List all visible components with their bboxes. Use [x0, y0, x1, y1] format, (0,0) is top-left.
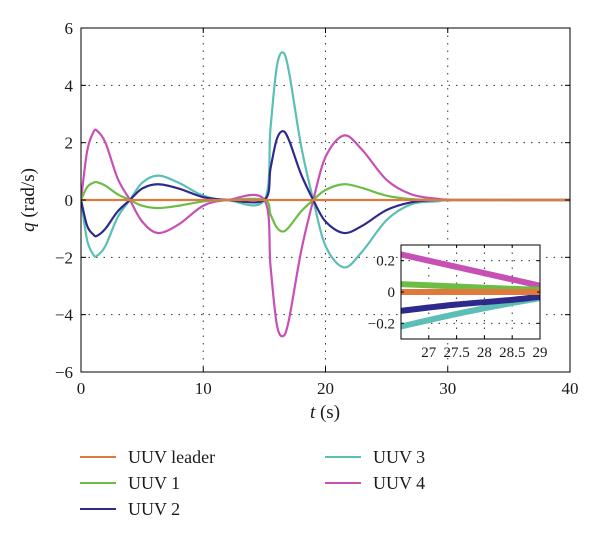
x-tick-label: 28.5	[499, 345, 525, 361]
y-tick-label: 0	[388, 285, 396, 301]
legend-item-uuv-3: UUV 3	[325, 445, 425, 469]
y-tick-label: 4	[65, 76, 74, 95]
legend-swatch	[80, 482, 116, 484]
x-tick-label: 20	[317, 379, 334, 398]
inset-ticks	[401, 245, 541, 339]
x-tick-label: 27	[421, 345, 437, 361]
y-tick-label: 6	[65, 19, 74, 38]
legend-item-uuv-leader: UUV leader	[80, 445, 215, 469]
y-tick-label: −4	[55, 306, 74, 325]
legend-label: UUV 4	[373, 472, 426, 493]
legend-label: UUV 1	[128, 472, 181, 493]
legend-item-uuv-1: UUV 1	[80, 471, 180, 495]
series-line-uuv-1	[81, 180, 570, 233]
legend-swatch	[80, 456, 116, 458]
x-axis-label: t (s)	[310, 402, 340, 423]
legend-item-uuv-4: UUV 4	[325, 471, 425, 495]
series-line-uuv-4	[81, 128, 570, 338]
y-tick-label: −2	[55, 248, 73, 267]
x-tick-label: 30	[439, 379, 456, 398]
x-tick-label: 10	[195, 379, 212, 398]
inset-series	[401, 251, 540, 330]
legend-swatch	[325, 482, 361, 484]
main-ticks	[80, 27, 571, 373]
y-tick-label: 0	[65, 191, 74, 210]
y-tick-label: −6	[55, 363, 73, 382]
legend-label: UUV 2	[128, 498, 181, 519]
y-axis-label: q (rad/s)	[18, 168, 39, 232]
legend-label: UUV leader	[128, 446, 216, 467]
inset-tick-labels: 27 27.5 28 28.5 29 −0.2 0 0.2	[368, 254, 548, 361]
series-line-uuv-4	[401, 251, 540, 289]
y-tick-label: −0.2	[368, 316, 395, 332]
series-line-uuv-3	[81, 51, 570, 269]
series-line-uuv-2	[401, 293, 540, 314]
main-tick-labels: 0 10 20 30 40 −6 −4 −2 0 2 4 6	[55, 19, 579, 398]
legend-item-uuv-2: UUV 2	[80, 497, 180, 521]
x-tick-label: 28	[477, 345, 492, 361]
y-tick-label: 0.2	[376, 254, 395, 270]
x-tick-label: 0	[77, 379, 86, 398]
x-tick-label: 27.5	[443, 345, 469, 361]
main-series	[81, 51, 570, 338]
x-tick-label: 29	[533, 345, 548, 361]
y-tick-label: 2	[65, 134, 74, 153]
legend-swatch	[325, 456, 361, 458]
legend-swatch	[80, 508, 116, 510]
x-tick-label: 40	[562, 379, 579, 398]
series-line-uuv-2	[81, 130, 570, 238]
legend-label: UUV 3	[373, 446, 426, 467]
